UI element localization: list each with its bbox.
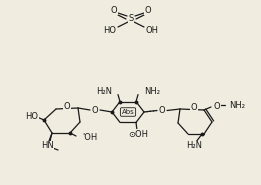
Text: NH₂: NH₂	[144, 87, 160, 96]
Text: 'OH: 'OH	[82, 132, 97, 142]
Text: O: O	[214, 102, 221, 110]
Text: O: O	[159, 106, 165, 115]
Text: O: O	[92, 105, 98, 115]
Text: H₂N: H₂N	[186, 142, 202, 151]
Text: Abs: Abs	[122, 109, 134, 115]
Text: S: S	[128, 14, 134, 23]
Text: ⊙OH: ⊙OH	[128, 130, 148, 139]
Text: O: O	[191, 103, 197, 112]
Text: O: O	[111, 6, 117, 14]
Text: OH: OH	[145, 26, 158, 34]
Text: NH₂: NH₂	[229, 100, 245, 110]
Text: O: O	[145, 6, 151, 14]
Text: HO: HO	[26, 112, 39, 120]
Text: O: O	[64, 102, 70, 111]
Text: HO: HO	[104, 26, 116, 34]
Text: H₂N: H₂N	[96, 87, 112, 96]
Text: HŃ: HŃ	[41, 142, 54, 151]
